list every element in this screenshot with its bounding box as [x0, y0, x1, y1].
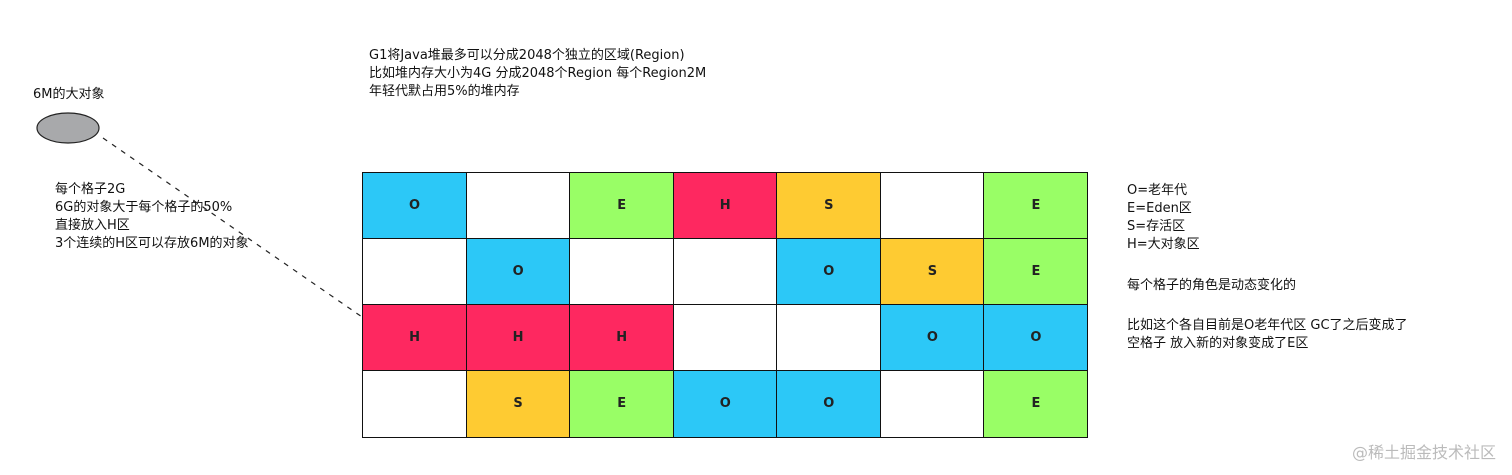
- left-note: 3个连续的H区可以存放6M的对象: [55, 236, 249, 251]
- watermark: @稀土掘金技术社区: [1351, 443, 1496, 462]
- header-notes: G1将Java堆最多可以分成2048个独立的区域(Region) 比如堆内存大小为…: [369, 47, 706, 101]
- legend-item: E=Eden区: [1127, 201, 1192, 216]
- legend: O=老年代 E=Eden区 S=存活区 H=大对象区: [1127, 182, 1200, 254]
- region-cell-h: H: [362, 304, 468, 372]
- region-cell-empty: [672, 304, 778, 372]
- region-cell-o: O: [776, 370, 882, 438]
- big-object-ellipse: [36, 112, 100, 144]
- region-cell-e: E: [983, 238, 1089, 306]
- region-cell-empty: [362, 238, 468, 306]
- region-cell-o: O: [983, 304, 1089, 372]
- region-cell-o: O: [465, 238, 571, 306]
- legend-item: O=老年代: [1127, 183, 1188, 198]
- region-cell-s: S: [465, 370, 571, 438]
- header-note: 年轻代默占用5%的堆内存: [369, 84, 520, 99]
- region-cell-e: E: [569, 370, 675, 438]
- region-cell-h: H: [672, 172, 778, 240]
- region-cell-o: O: [776, 238, 882, 306]
- region-cell-o: O: [879, 304, 985, 372]
- region-cell-e: E: [983, 370, 1089, 438]
- region-cell-empty: [362, 370, 468, 438]
- note-example: 比如这个各自目前是O老年代区 GC了之后变成了 空格子 放入新的对象变成了E区: [1127, 317, 1408, 353]
- big-object-label: 6M的大对象: [33, 87, 105, 102]
- header-note: 比如堆内存大小为4G 分成2048个Region 每个Region2M: [369, 66, 707, 81]
- note-line: 空格子 放入新的对象变成了E区: [1127, 336, 1309, 351]
- region-cell-e: E: [569, 172, 675, 240]
- region-cell-empty: [672, 238, 778, 306]
- left-note: 6G的对象大于每个格子的50%: [55, 200, 233, 215]
- note-line: 比如这个各自目前是O老年代区 GC了之后变成了: [1127, 318, 1408, 333]
- left-notes: 每个格子2G 6G的对象大于每个格子的50% 直接放入H区 3个连续的H区可以存放6M…: [55, 181, 249, 253]
- region-cell-h: H: [465, 304, 571, 372]
- legend-item: S=存活区: [1127, 219, 1186, 234]
- region-cell-empty: [879, 370, 985, 438]
- left-note: 每个格子2G: [55, 182, 126, 197]
- header-note: G1将Java堆最多可以分成2048个独立的区域(Region): [369, 48, 685, 63]
- region-cell-empty: [465, 172, 571, 240]
- region-cell-empty: [776, 304, 882, 372]
- note-dynamic: 每个格子的角色是动态变化的: [1127, 278, 1297, 293]
- dashed-arrow-line: [102, 137, 379, 329]
- region-cell-o: O: [672, 370, 778, 438]
- region-cell-s: S: [879, 238, 985, 306]
- region-cell-o: O: [362, 172, 468, 240]
- region-cell-empty: [569, 238, 675, 306]
- legend-item: H=大对象区: [1127, 237, 1200, 252]
- left-note: 直接放入H区: [55, 218, 130, 233]
- region-cell-e: E: [983, 172, 1089, 240]
- region-cell-empty: [879, 172, 985, 240]
- region-cell-h: H: [569, 304, 675, 372]
- region-cell-s: S: [776, 172, 882, 240]
